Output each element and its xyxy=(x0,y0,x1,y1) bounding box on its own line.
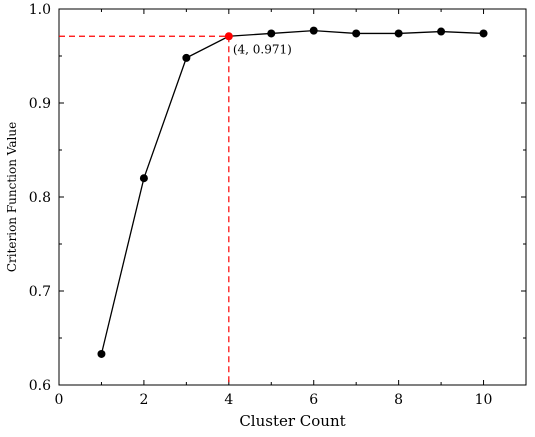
x-tick-label: 10 xyxy=(475,392,493,408)
y-axis-title: Criterion Function Value xyxy=(5,122,19,272)
tick-labels: 0 2 4 6 8 10 0.6 0.7 0.8 0.9 1.0 xyxy=(29,2,493,408)
data-point xyxy=(479,29,488,38)
data-markers xyxy=(97,26,488,358)
series-line xyxy=(100,29,484,355)
highlight-annotation: (4, 0.971) xyxy=(233,42,292,56)
data-point xyxy=(182,53,191,62)
x-tick-label: 6 xyxy=(309,392,318,408)
x-tick-label: 2 xyxy=(139,392,148,408)
axis-ticks xyxy=(58,8,526,386)
x-tick-label: 4 xyxy=(224,392,233,408)
y-tick-label: 0.8 xyxy=(29,190,51,206)
data-point xyxy=(97,349,106,358)
data-point xyxy=(437,27,446,36)
y-tick-label: 0.9 xyxy=(29,96,51,112)
x-tick-label: 8 xyxy=(394,392,403,408)
data-point xyxy=(309,26,318,35)
y-tick-label: 1.0 xyxy=(29,2,51,18)
y-tick-label: 0.7 xyxy=(29,284,51,300)
x-axis-title: Cluster Count xyxy=(239,412,345,430)
highlight-point xyxy=(224,32,233,41)
y-tick-label: 0.6 xyxy=(29,378,51,394)
data-point xyxy=(139,174,148,183)
data-point xyxy=(352,29,361,38)
highlight-guides xyxy=(59,35,230,385)
plot-area-frame xyxy=(58,8,527,386)
data-point xyxy=(394,29,403,38)
data-point xyxy=(267,29,276,38)
x-tick-label: 0 xyxy=(55,392,64,408)
